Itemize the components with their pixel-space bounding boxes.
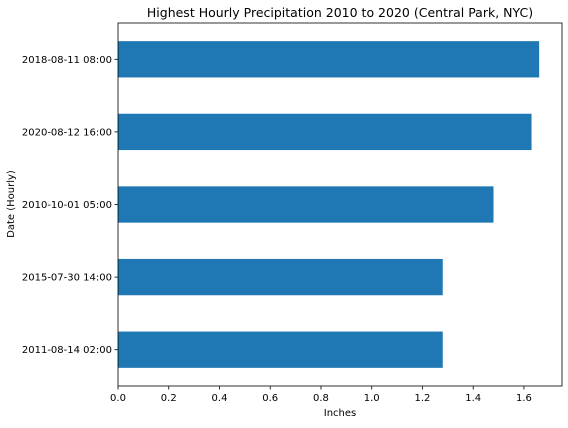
y-tick-label: 2018-08-11 08:00 — [22, 55, 112, 66]
bar — [118, 331, 443, 368]
x-tick-label: 0.6 — [262, 393, 278, 404]
y-tick-label: 2020-08-12 16:00 — [22, 127, 112, 138]
x-tick-label: 0.4 — [212, 393, 228, 404]
y-tick-label: 2015-07-30 14:00 — [22, 273, 112, 284]
bar — [118, 186, 494, 223]
y-tick-label: 2011-08-14 02:00 — [22, 345, 112, 356]
x-tick-label: 1.2 — [415, 393, 431, 404]
y-axis-label: Date (Hourly) — [6, 170, 17, 238]
bar — [118, 113, 532, 151]
bar — [118, 258, 443, 296]
x-tick-label: 0.2 — [161, 393, 177, 404]
x-tick-label: 0.0 — [110, 393, 126, 404]
x-tick-label: 1.0 — [364, 393, 380, 404]
axes-frame — [117, 22, 563, 387]
x-tick-label: 1.6 — [516, 393, 532, 404]
bar — [118, 41, 540, 78]
x-axis-label: Inches — [324, 408, 357, 419]
plot-area: 2018-08-11 08:00 2020-08-12 16:00 2010-10-… — [22, 22, 563, 404]
y-tick-label: 2010-10-01 05:00 — [22, 200, 112, 211]
x-tick-label: 0.8 — [313, 393, 329, 404]
chart-title: Highest Hourly Precipitation 2010 to 202… — [147, 5, 533, 20]
x-tick-label: 1.4 — [465, 393, 481, 404]
